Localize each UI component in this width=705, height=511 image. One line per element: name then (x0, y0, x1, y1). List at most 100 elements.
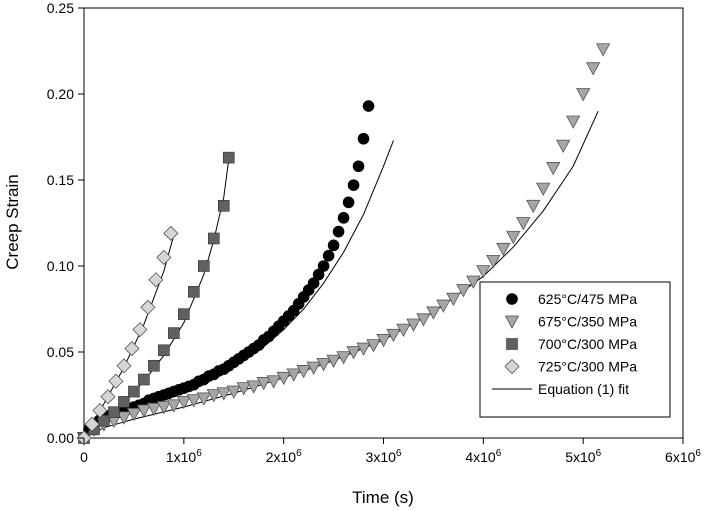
data-point (166, 399, 182, 413)
data-point (207, 232, 220, 245)
x-tick-label: 4x106 (465, 448, 501, 465)
series-group (78, 151, 235, 444)
data-point (146, 402, 162, 417)
x-tick-label: 3x106 (366, 448, 402, 465)
x-tick-label: 5x106 (565, 448, 601, 465)
data-point (168, 327, 180, 339)
data-point (386, 328, 401, 343)
data-point (148, 359, 160, 372)
data-point (222, 151, 235, 164)
data-point (236, 382, 251, 396)
data-point (446, 292, 461, 307)
data-point (118, 396, 130, 408)
data-point (266, 375, 281, 389)
data-point (352, 160, 365, 173)
legend-label: 625°C/475 MPa (538, 291, 637, 307)
data-point (486, 254, 501, 269)
data-point (362, 100, 375, 112)
data-point (456, 284, 471, 298)
y-tick-label: 0.15 (47, 172, 74, 188)
data-point (188, 285, 200, 298)
data-point (136, 404, 152, 418)
data-point (108, 406, 120, 419)
data-point (216, 387, 231, 401)
legend-label: 725°C/300 MPa (538, 359, 637, 375)
legend-fit-label: Equation (1) fit (538, 381, 629, 397)
data-point (140, 299, 156, 315)
data-point (126, 408, 142, 422)
x-tick-label: 0 (80, 449, 88, 465)
data-point (176, 395, 192, 410)
legend: 625°C/475 MPa 675°C/350 MPa 700°C/300 MPa 7… (479, 281, 671, 418)
data-point (306, 361, 321, 375)
data-point (156, 249, 172, 265)
data-point (342, 196, 355, 209)
data-point (366, 339, 381, 353)
data-point (196, 392, 211, 406)
data-point (406, 318, 421, 332)
data-point (138, 373, 150, 386)
data-point (396, 323, 411, 337)
y-tick-label: 0.10 (47, 258, 74, 274)
data-point (416, 313, 431, 327)
data-point (346, 346, 361, 360)
data-point (496, 242, 511, 257)
data-point (506, 230, 521, 245)
data-point (206, 389, 221, 403)
x-tick-label: 2x106 (266, 448, 302, 465)
data-point (376, 334, 391, 348)
data-point (98, 414, 110, 427)
data-point (226, 385, 241, 399)
data-point (556, 139, 571, 153)
legend-marker (506, 293, 518, 305)
data-point (426, 306, 441, 320)
data-point (198, 260, 210, 272)
y-axis-title: Creep Strain (3, 174, 22, 269)
fit-line (83, 110, 599, 439)
data-point (312, 268, 325, 281)
data-point (158, 344, 170, 357)
data-point (92, 402, 108, 419)
data-point (575, 88, 591, 102)
legend-marker (506, 338, 518, 350)
y-tick-label: 0.05 (47, 344, 74, 360)
data-point (116, 358, 132, 374)
data-point (536, 182, 551, 196)
data-point (476, 265, 491, 279)
data-point (217, 200, 230, 212)
data-point (307, 277, 320, 290)
data-point (178, 308, 190, 320)
data-point (148, 272, 164, 288)
data-point (516, 217, 531, 231)
data-point (322, 249, 335, 262)
y-tick-label: 0.00 (47, 430, 74, 446)
data-point (84, 416, 100, 432)
legend-label: 700°C/300 MPa (538, 336, 637, 352)
data-point (132, 322, 148, 338)
legend-marker (504, 358, 520, 375)
data-point (156, 401, 172, 415)
x-axis-title: Time (s) (352, 488, 414, 507)
legend-label: 675°C/350 MPa (538, 314, 637, 330)
data-point (163, 225, 179, 241)
data-point (124, 340, 140, 357)
data-point (356, 342, 371, 356)
data-point (526, 199, 541, 214)
data-point (100, 389, 116, 405)
data-point (276, 371, 291, 386)
data-point (316, 358, 331, 372)
y-tick-label: 0.25 (47, 0, 74, 16)
data-point (317, 260, 330, 272)
data-point (566, 115, 581, 129)
data-point (327, 239, 340, 252)
data-point (128, 385, 140, 398)
legend-marker (504, 315, 520, 329)
data-point (246, 380, 261, 394)
data-point (296, 365, 311, 379)
data-point (546, 162, 561, 176)
data-point (357, 132, 370, 145)
x-tick-label: 1x106 (166, 448, 202, 465)
data-point (336, 351, 351, 365)
data-point (286, 368, 301, 382)
data-point (466, 275, 481, 289)
